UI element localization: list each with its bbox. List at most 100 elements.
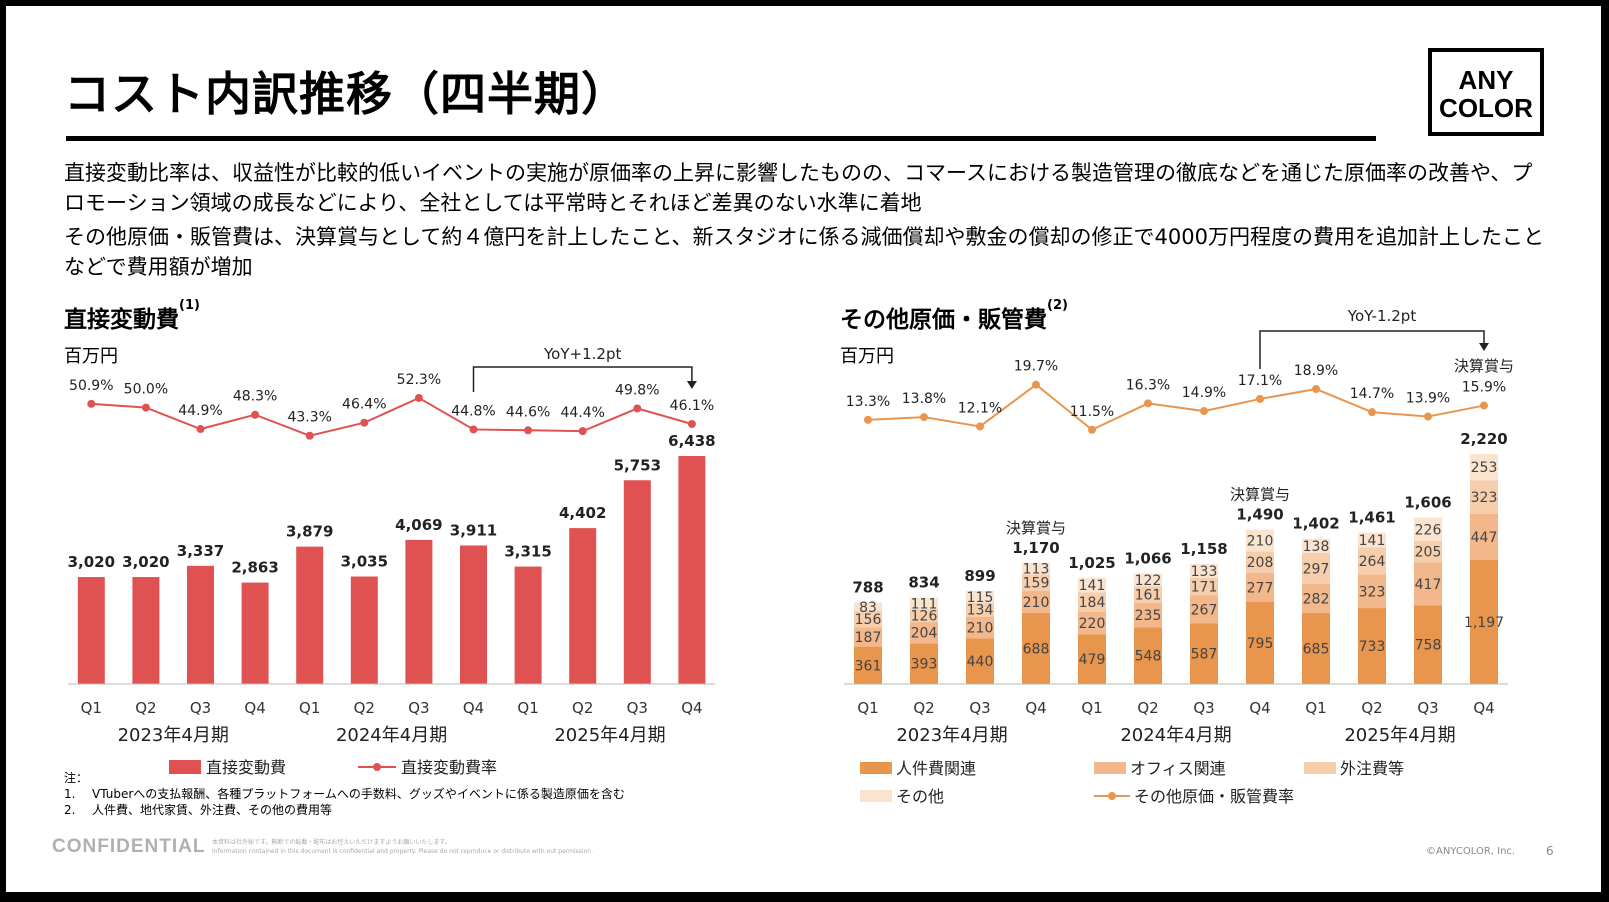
right-seg-label-10-2: 323 bbox=[1359, 584, 1386, 600]
left-rate-point-8 bbox=[469, 425, 478, 434]
right-x-tick-2: Q2 bbox=[913, 699, 934, 717]
left-rate-label-5: 43.3% bbox=[287, 410, 331, 426]
right-bar-1-seg-3 bbox=[854, 611, 882, 628]
left-bar-value-1: 3,020 bbox=[68, 553, 115, 571]
right-seg-label-9-4: 138 bbox=[1303, 539, 1330, 555]
note-number-2: 2. bbox=[64, 803, 76, 817]
left-bar-value-3: 3,337 bbox=[177, 542, 224, 560]
right-bar-10-seg-1 bbox=[1358, 608, 1386, 684]
left-bar-5 bbox=[296, 546, 324, 684]
right-bar-4-seg-4 bbox=[1022, 562, 1050, 575]
right-bar-3-seg-2 bbox=[966, 616, 994, 639]
right-x-tick-11: Q3 bbox=[1417, 699, 1438, 717]
right-rate-label-4: 19.7% bbox=[1014, 359, 1058, 375]
left-rate-point-2 bbox=[141, 403, 150, 412]
right-x-tick-4: Q4 bbox=[1025, 699, 1046, 717]
left-chart-unit: 百万円 bbox=[64, 346, 118, 367]
right-bar-12-seg-2 bbox=[1470, 513, 1498, 560]
right-chart-unit: 百万円 bbox=[840, 346, 894, 367]
right-seg-label-12-2: 447 bbox=[1471, 530, 1498, 546]
left-yoy-arrowhead bbox=[686, 381, 697, 389]
right-seg-label-2-2: 204 bbox=[911, 626, 938, 642]
left-rate-label-4: 48.3% bbox=[233, 389, 277, 405]
left-x-tick-9: Q1 bbox=[517, 699, 538, 717]
left-x-tick-6: Q2 bbox=[354, 699, 375, 717]
right-chart-title-note: (2) bbox=[1047, 298, 1068, 313]
confidential-notice-jp: 本資料は社外秘です。無断での転載・配布はお控えいただけますようお願いいたします。 bbox=[212, 839, 451, 846]
right-bar-1-seg-1 bbox=[854, 646, 882, 684]
left-rate-label-6: 46.4% bbox=[342, 397, 386, 413]
right-x-tick-12: Q4 bbox=[1473, 699, 1494, 717]
right-seg-label-7-4: 133 bbox=[1191, 564, 1218, 580]
right-rate-label-5: 11.5% bbox=[1070, 404, 1114, 420]
right-seg-label-9-2: 282 bbox=[1303, 591, 1330, 607]
left-rate-label-3: 44.9% bbox=[178, 403, 222, 419]
right-rate-point-9 bbox=[1312, 385, 1320, 394]
right-bar-5-seg-1 bbox=[1078, 634, 1106, 684]
left-bar-value-2: 3,020 bbox=[122, 553, 169, 571]
notes-heading: 注： bbox=[64, 771, 89, 785]
right-bar-11-seg-4 bbox=[1414, 517, 1442, 542]
note-text-1: VTuberへの支払報酬、各種プラットフォームへの手数料、グッズやイベントに係る… bbox=[92, 787, 625, 801]
right-seg-label-12-4: 253 bbox=[1471, 460, 1498, 476]
right-rate-label-11: 13.9% bbox=[1406, 391, 1450, 407]
right-chart-title-text: その他原価・販管費 bbox=[840, 307, 1047, 333]
right-legend-swatch-3 bbox=[1304, 762, 1336, 774]
right-seg-label-3-3: 134 bbox=[967, 603, 994, 619]
left-bar-value-4: 2,863 bbox=[231, 559, 278, 577]
right-bar-total-4: 1,170 bbox=[1012, 539, 1059, 557]
right-bar-3-seg-1 bbox=[966, 638, 994, 684]
right-group-label-2: 2024年4月期 bbox=[1120, 725, 1231, 746]
left-rate-point-9 bbox=[524, 426, 533, 435]
right-seg-label-1-2: 187 bbox=[855, 630, 882, 646]
right-bar-1-seg-4 bbox=[854, 602, 882, 612]
right-legend-swatch-2 bbox=[1094, 762, 1126, 774]
left-x-tick-10: Q2 bbox=[572, 699, 593, 717]
right-seg-label-2-3: 126 bbox=[911, 609, 938, 625]
right-bar-4-seg-1 bbox=[1022, 612, 1050, 684]
right-seg-label-2-4: 111 bbox=[911, 596, 938, 612]
right-legend-swatch-1 bbox=[860, 762, 892, 774]
right-seg-label-11-1: 758 bbox=[1415, 638, 1442, 654]
left-x-tick-11: Q3 bbox=[627, 699, 648, 717]
left-group-label-2: 2024年4月期 bbox=[336, 725, 447, 746]
left-bar-value-6: 3,035 bbox=[341, 553, 388, 571]
right-x-tick-10: Q2 bbox=[1361, 699, 1382, 717]
right-seg-label-7-1: 587 bbox=[1191, 647, 1218, 663]
left-bar-value-8: 3,911 bbox=[450, 521, 497, 539]
left-bar-value-12: 6,438 bbox=[668, 432, 715, 450]
left-bar-12 bbox=[678, 456, 706, 684]
right-rate-label-10: 14.7% bbox=[1350, 386, 1394, 402]
right-rate-label-3: 12.1% bbox=[958, 400, 1002, 416]
right-bonus-label-4: 決算賞与 bbox=[1006, 519, 1066, 537]
left-chart-title-text: 直接変動費 bbox=[64, 307, 179, 333]
left-rate-line bbox=[91, 396, 693, 437]
left-bar-1 bbox=[77, 577, 105, 684]
right-bar-total-3: 899 bbox=[964, 567, 995, 585]
right-rate-point-11 bbox=[1424, 412, 1432, 421]
right-bar-total-12: 2,220 bbox=[1460, 430, 1507, 448]
left-rate-label-9: 44.6% bbox=[506, 404, 550, 420]
right-yoy-label: YoY-1.2pt bbox=[1347, 307, 1417, 325]
right-rate-point-10 bbox=[1368, 408, 1376, 417]
right-seg-label-5-1: 479 bbox=[1079, 652, 1106, 668]
right-seg-label-7-2: 267 bbox=[1191, 602, 1218, 618]
left-legend-bar-swatch bbox=[169, 760, 201, 774]
right-x-tick-8: Q4 bbox=[1249, 699, 1270, 717]
left-rate-label-1: 50.9% bbox=[69, 378, 113, 394]
right-bar-4-seg-2 bbox=[1022, 590, 1050, 613]
right-bar-4-seg-3 bbox=[1022, 574, 1050, 591]
right-seg-label-8-2: 277 bbox=[1247, 580, 1274, 596]
left-rate-label-11: 49.8% bbox=[615, 382, 659, 398]
right-rate-line bbox=[867, 383, 1485, 431]
right-seg-label-5-3: 184 bbox=[1079, 595, 1106, 611]
right-seg-label-8-4: 210 bbox=[1247, 534, 1274, 550]
left-bar-9 bbox=[514, 566, 542, 684]
right-bar-9-seg-4 bbox=[1302, 538, 1330, 554]
left-bar-11 bbox=[623, 480, 651, 684]
right-bar-9-seg-3 bbox=[1302, 553, 1330, 584]
right-legend-label-1: 人件費関連 bbox=[896, 759, 976, 778]
left-legend-line-label: 直接変動費率 bbox=[401, 758, 497, 777]
right-bar-7-seg-2 bbox=[1190, 595, 1218, 624]
right-rate-label-1: 13.3% bbox=[846, 394, 890, 410]
